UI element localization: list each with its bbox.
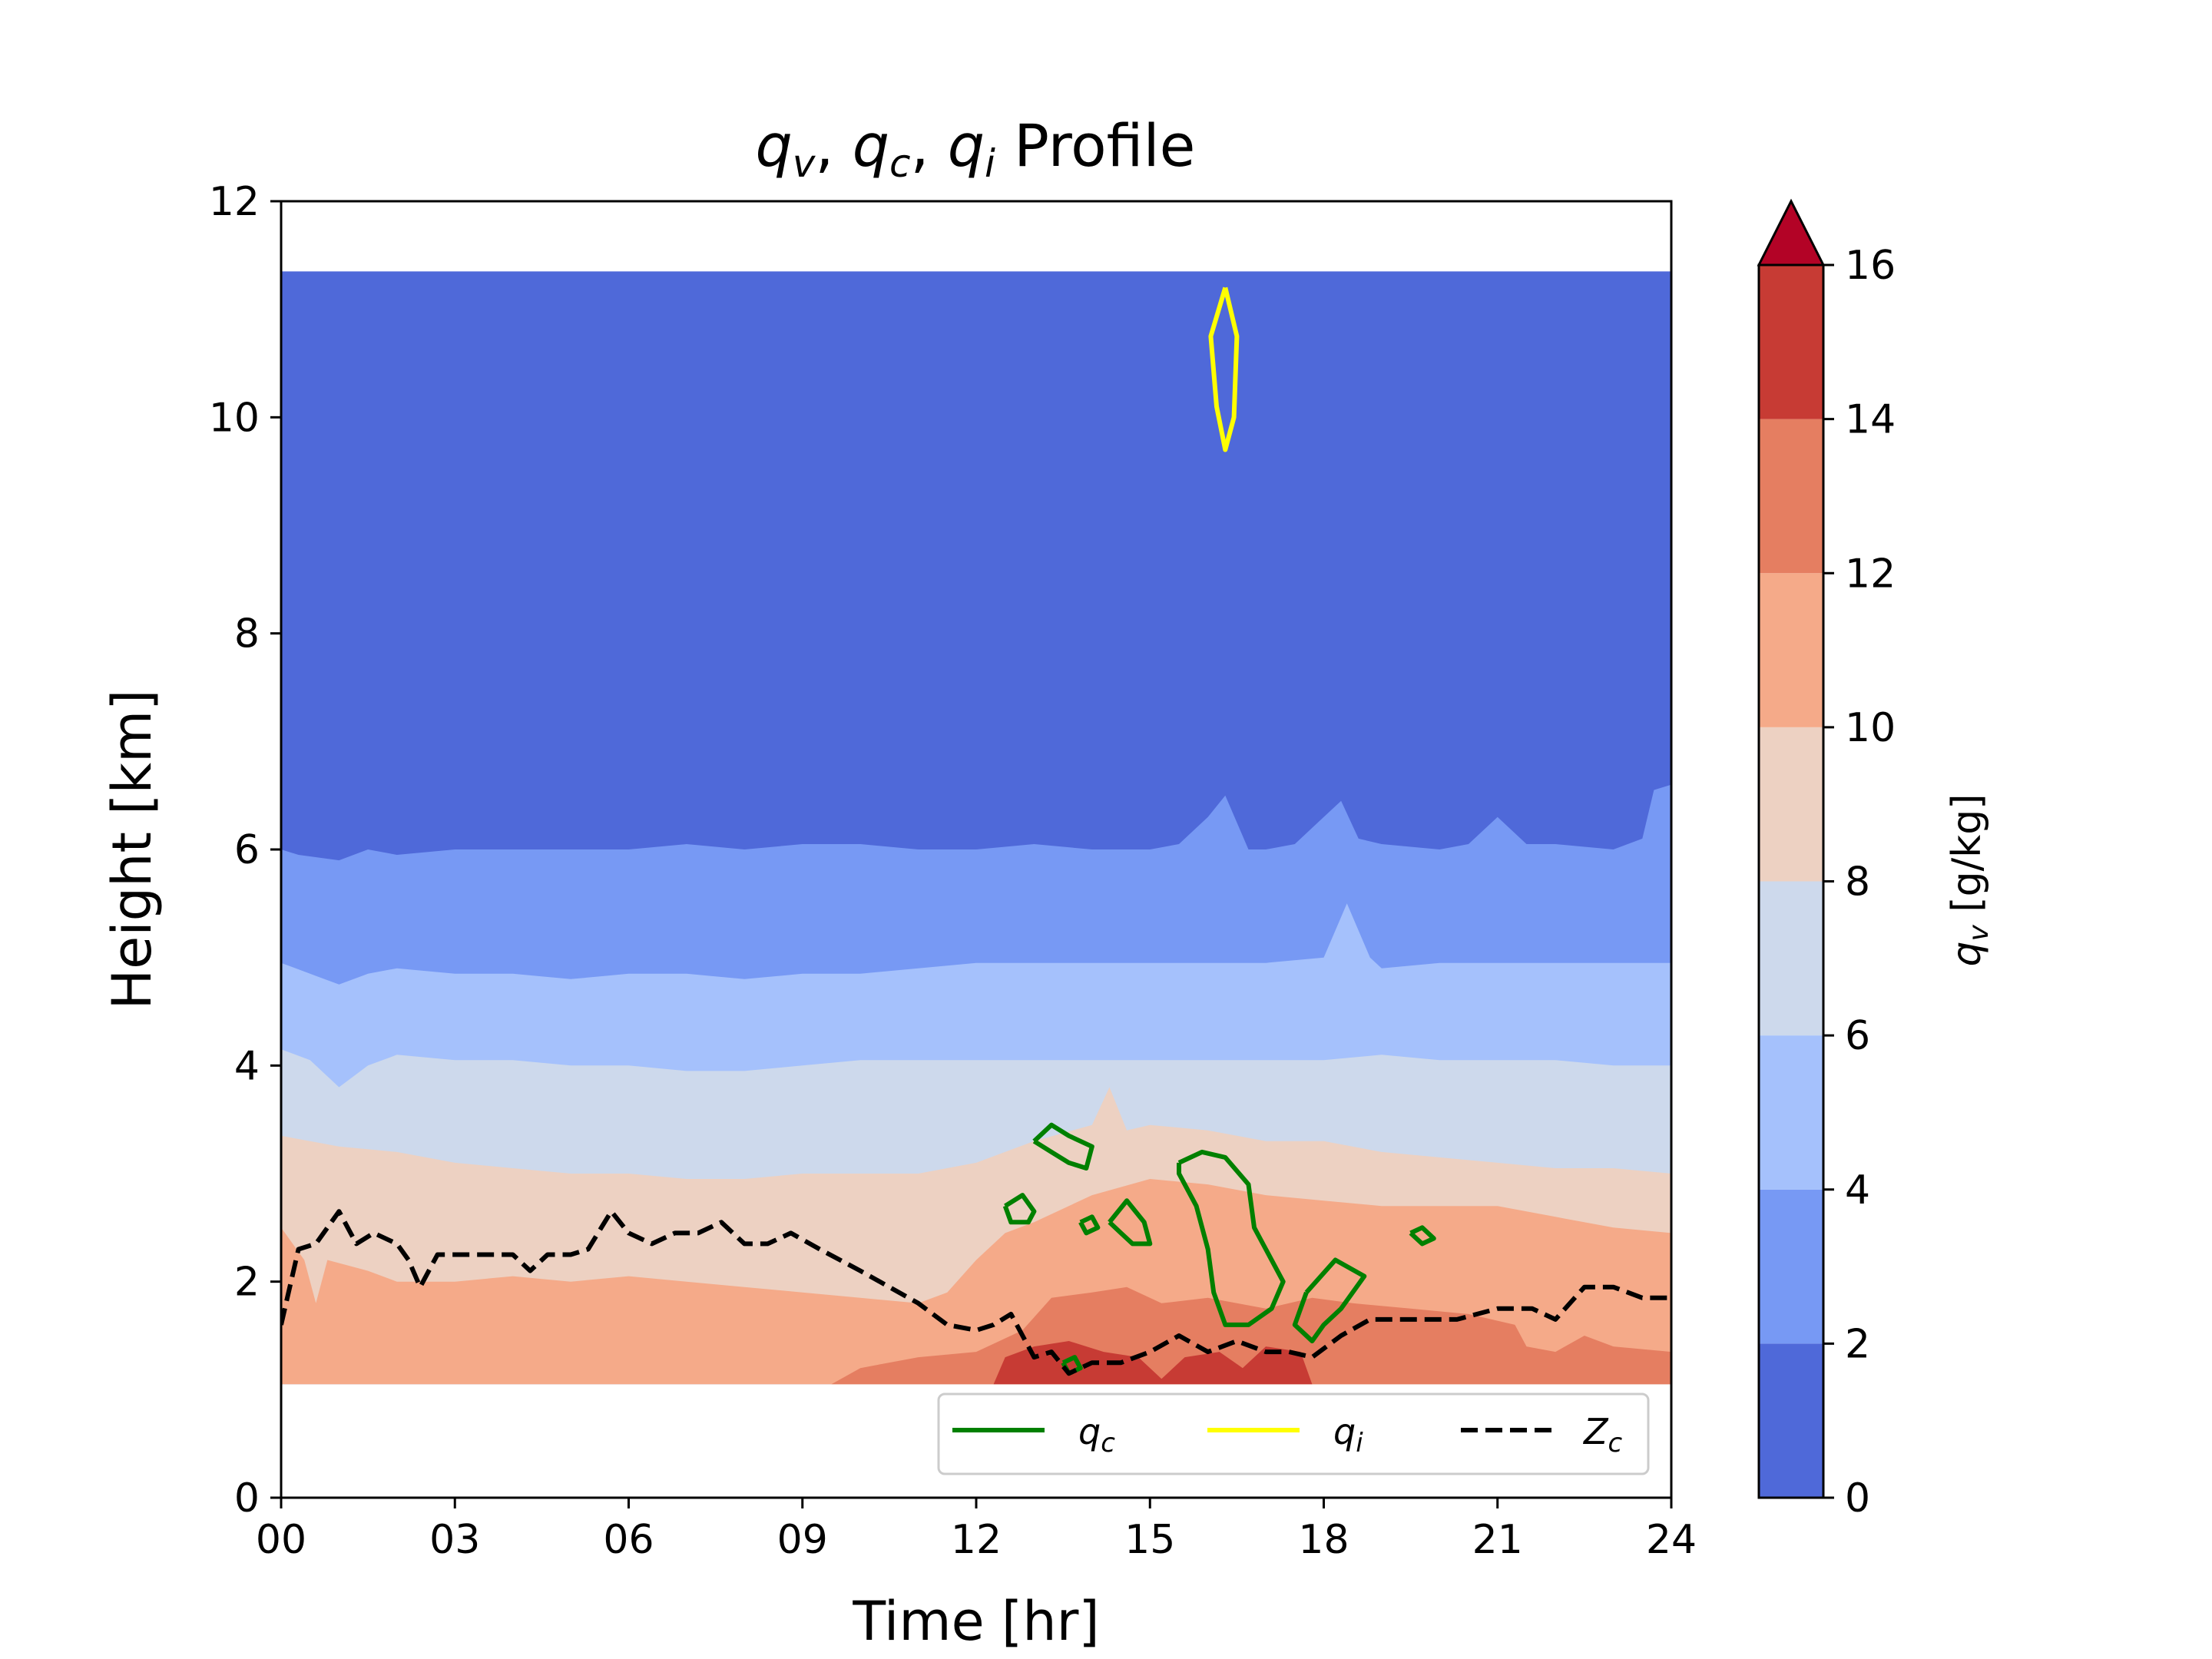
legend: qc qi Zc (937, 1392, 1650, 1475)
legend-label-qc: qc (1078, 1411, 1115, 1459)
colorbar-label: qv [g/kg] (1944, 793, 1995, 966)
title-q3: q (948, 111, 985, 180)
y-axis: 0 2 4 6 8 10 12 (209, 179, 281, 1522)
colorbar-segment-5 (1759, 573, 1823, 727)
x-axis: 00 03 06 09 12 15 18 21 24 (256, 1498, 1697, 1563)
x-axis-label: Time [hr] (852, 1590, 1099, 1653)
colorbar-segment-1 (1759, 1189, 1823, 1344)
zc-line (281, 1209, 1671, 1376)
qc-contours (1002, 1122, 1436, 1376)
x-tick-label-3: 09 (777, 1517, 828, 1563)
x-tick-label-6: 18 (1298, 1517, 1349, 1563)
legend-label-qi: qi (1333, 1411, 1363, 1459)
colorbar-tick-label-0: 0 (1845, 1475, 1870, 1522)
y-tick-label-3: 6 (234, 827, 260, 873)
plot-area (280, 200, 1673, 1499)
qv-band-12-14 (281, 1286, 1671, 1385)
y-tick-label-1: 2 (234, 1260, 260, 1306)
qc-contour-5 (1292, 1257, 1367, 1343)
title-suffix: Profile (995, 111, 1195, 180)
legend-frame (937, 1392, 1650, 1475)
qc-contour-0 (1032, 1122, 1094, 1171)
y-tick-label-4: 8 (234, 611, 260, 657)
chart-title: qv, qc, qi Profile (756, 111, 1196, 186)
colorbar-tick-label-1: 2 (1845, 1321, 1870, 1367)
y-tick-label-0: 0 (234, 1475, 260, 1522)
x-tick-label-4: 12 (951, 1517, 1002, 1563)
colorbar-segment-3 (1759, 881, 1823, 1036)
title-sub3: i (985, 141, 995, 186)
colorbar-tick-label-5: 10 (1845, 705, 1896, 751)
qi-contours (1208, 286, 1240, 452)
title-q2: q (853, 111, 889, 180)
zc-series-line (281, 1209, 1671, 1376)
colorbar-segment-4 (1759, 727, 1823, 882)
qc-contour-2 (1078, 1214, 1101, 1236)
y-tick-label-2: 4 (234, 1043, 260, 1089)
title-sub2: c (889, 141, 911, 186)
colorbar-segment-7 (1759, 265, 1823, 419)
colorbar-tick-label-8: 16 (1845, 243, 1896, 289)
colorbar-tick-label-3: 6 (1845, 1013, 1870, 1059)
colorbar: 0 2 4 6 8 10 12 14 16 qv [g/kg] (1757, 198, 1995, 1522)
colorbar-tick-label-4: 8 (1845, 859, 1870, 906)
x-tick-label-2: 06 (603, 1517, 654, 1563)
qc-contour-4 (1177, 1149, 1286, 1327)
title-comma1: , (815, 111, 852, 180)
qc-contour-3 (1108, 1198, 1153, 1247)
x-tick-label-1: 03 (429, 1517, 480, 1563)
title-sub1: v (793, 141, 816, 186)
x-tick-label-0: 00 (256, 1517, 306, 1563)
qc-contour-6 (1409, 1225, 1436, 1247)
x-tick-label-5: 15 (1124, 1517, 1175, 1563)
colorbar-ticks: 0 2 4 6 8 10 12 14 16 (1823, 243, 1896, 1522)
qi-contour-0 (1208, 286, 1240, 452)
colorbar-tick-label-7: 14 (1845, 397, 1896, 443)
x-tick-label-7: 21 (1472, 1517, 1523, 1563)
qc-contour-1 (1002, 1193, 1037, 1225)
title-comma2: , (910, 111, 947, 180)
y-tick-label-6: 12 (209, 179, 260, 225)
legend-label-zc: Zc (1582, 1411, 1623, 1459)
y-axis-label: Height [km] (101, 690, 164, 1010)
colorbar-segment-0 (1759, 1343, 1823, 1498)
colorbar-extend-arrow (1757, 198, 1826, 267)
qv-filled-contours (281, 271, 1671, 1385)
title-q1: q (756, 111, 793, 180)
x-tick-label-8: 24 (1646, 1517, 1697, 1563)
colorbar-tick-label-2: 4 (1845, 1167, 1870, 1214)
colorbar-segment-2 (1759, 1035, 1823, 1190)
colorbar-tick-label-6: 12 (1845, 551, 1896, 597)
y-tick-label-5: 10 (209, 395, 260, 441)
colorbar-segments (1759, 265, 1823, 1498)
colorbar-segment-6 (1759, 419, 1823, 574)
